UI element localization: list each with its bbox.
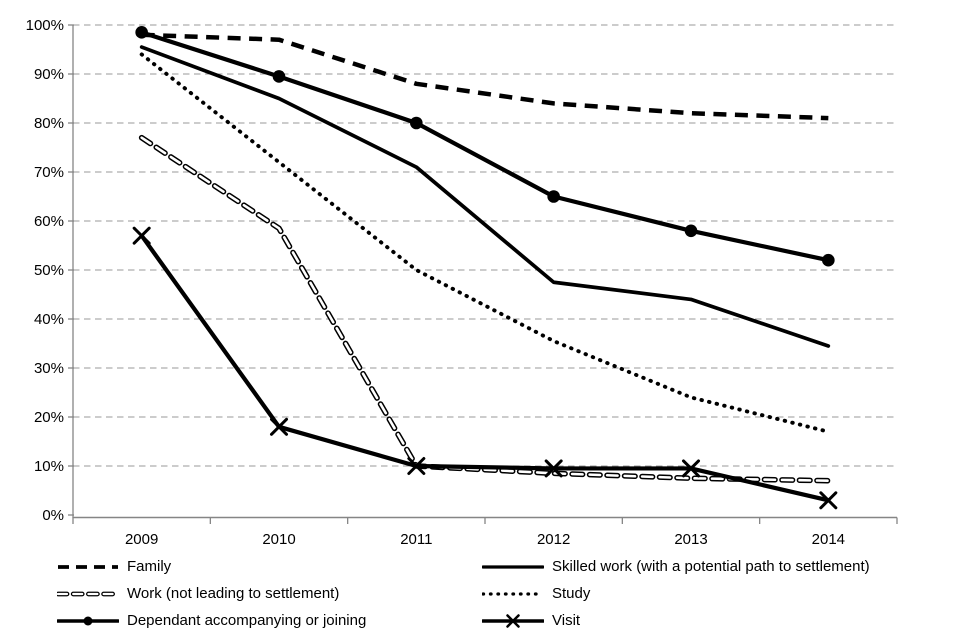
series-line-family — [141, 32, 829, 121]
legend-label-visit: Visit — [552, 611, 581, 629]
x-tick-label: 2014 — [812, 531, 845, 548]
marker-visit-x — [407, 457, 426, 475]
marker-visit-x — [544, 459, 563, 478]
y-tick-label: 30% — [34, 360, 64, 377]
legend-swatch-family — [58, 564, 118, 569]
y-tick-label: 50% — [34, 262, 64, 279]
marker-visit-x — [270, 417, 288, 436]
y-tick-label: 90% — [34, 66, 64, 83]
y-tick-label: 70% — [34, 164, 64, 181]
marker-dependant-accompanying-circle — [822, 253, 835, 267]
marker-dependant-accompanying-circle — [547, 190, 560, 203]
legend-label-skilled-work: Skilled work (with a potential path to s… — [552, 557, 870, 575]
chart-legend: Family Skilled work (with a potential pat… — [0, 553, 960, 634]
legend-item-family: Family — [57, 553, 482, 580]
y-tick-label: 60% — [34, 213, 64, 230]
legend-marker-visit-x — [506, 613, 520, 628]
marker-visit-x — [132, 226, 151, 245]
marker-visit-x — [819, 491, 838, 510]
marker-dependant-accompanying-circle — [272, 70, 286, 83]
legend-label-family: Family — [127, 557, 172, 575]
chart-plot-area: 100% 90% 80% 70% 60% 50% 40% 30% 20% 10% 0% 2009 201… — [26, 17, 898, 548]
legend-item-study: Study — [482, 580, 960, 607]
marker-visit-x — [682, 459, 700, 478]
legend-item-visit: Visit — [482, 607, 960, 634]
legend-swatch-skilled-work — [482, 564, 544, 569]
legend-swatch-work-not — [57, 591, 119, 596]
y-tick-label: 20% — [34, 409, 64, 426]
legend-label-study: Study — [552, 584, 591, 602]
series-line-dependant-accompanying — [139, 30, 831, 263]
series-visit — [132, 226, 838, 510]
legend-swatch-study — [482, 591, 544, 596]
marker-dependant-accompanying-circle — [135, 26, 148, 39]
series-skilled-work — [139, 45, 831, 348]
marker-dependant-accompanying-circle — [684, 224, 698, 238]
legend-item-work-not: Work (not leading to settlement) — [57, 580, 482, 607]
x-tick-label: 2010 — [262, 531, 295, 548]
legend-label-dependant-accompanying: Dependant accompanying or joining — [127, 611, 367, 629]
legend-swatch-dependant-accompanying — [57, 616, 119, 625]
series-family — [141, 32, 829, 121]
marker-dependant-accompanying-circle — [410, 116, 423, 130]
y-tick-label: 80% — [34, 115, 64, 132]
y-tick-label: 40% — [34, 311, 64, 328]
legend-swatch-visit — [482, 613, 544, 628]
y-tick-label: 100% — [26, 17, 64, 34]
legend-marker-dependant-accompanying-circle — [83, 616, 93, 625]
legend-label-work-not: Work (not leading to settlement) — [127, 584, 340, 602]
legend-item-dependant-accompanying: Dependant accompanying or joining — [57, 607, 482, 634]
series-line-study — [139, 52, 831, 434]
x-tick-label: 2011 — [400, 531, 432, 548]
x-tick-label: 2013 — [674, 531, 707, 548]
series-study — [139, 52, 831, 434]
series-line-skilled-work — [139, 45, 831, 348]
y-tick-label: 0% — [42, 507, 64, 524]
legend-item-skilled-work: Skilled work (with a potential path to s… — [482, 553, 960, 580]
y-tick-label: 10% — [34, 458, 64, 475]
series-work-not — [138, 134, 832, 484]
series-line-visit — [139, 233, 831, 503]
x-tick-label: 2012 — [537, 531, 570, 548]
x-tick-label: 2009 — [125, 531, 158, 548]
series-dependant-accompanying — [135, 26, 835, 267]
series-line-work-not — [140, 136, 830, 483]
